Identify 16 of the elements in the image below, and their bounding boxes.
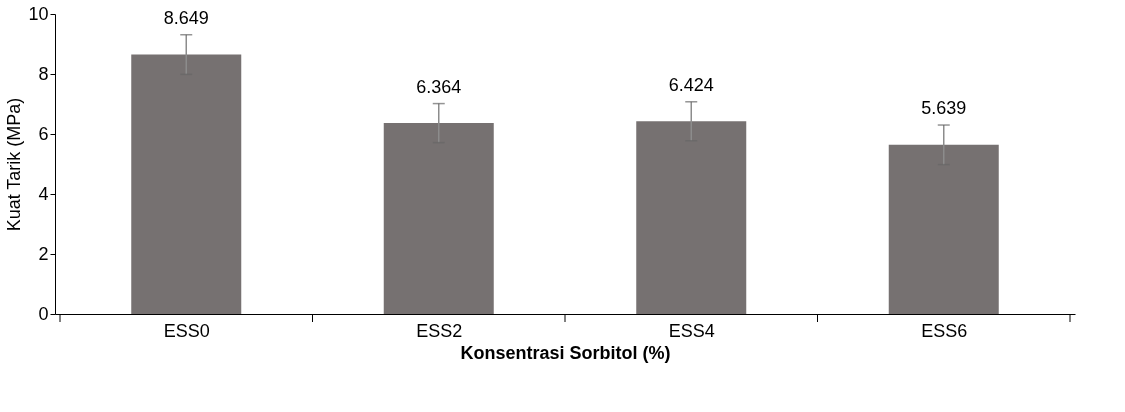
x-tick-label: ESS2	[416, 320, 463, 341]
data-label: 6.364	[416, 76, 462, 97]
y-tick-label: 8	[38, 63, 49, 84]
x-axis-title: Konsentrasi Sorbitol (%)	[460, 342, 671, 363]
y-tick-label: 2	[38, 243, 49, 264]
y-tick-label: 0	[38, 303, 49, 324]
y-tick-label: 4	[38, 183, 49, 204]
x-tick-label: ESS4	[668, 320, 715, 341]
data-label: 5.639	[921, 98, 967, 119]
y-tick-label: 6	[38, 123, 49, 144]
y-axis-title: Kuat Tarik (MPa)	[4, 97, 25, 232]
data-label: 8.649	[163, 7, 209, 28]
y-tick-label: 10	[28, 3, 49, 24]
data-label: 6.424	[668, 74, 714, 95]
x-tick-label: ESS6	[921, 320, 968, 341]
x-tick-label: ESS0	[163, 320, 210, 341]
